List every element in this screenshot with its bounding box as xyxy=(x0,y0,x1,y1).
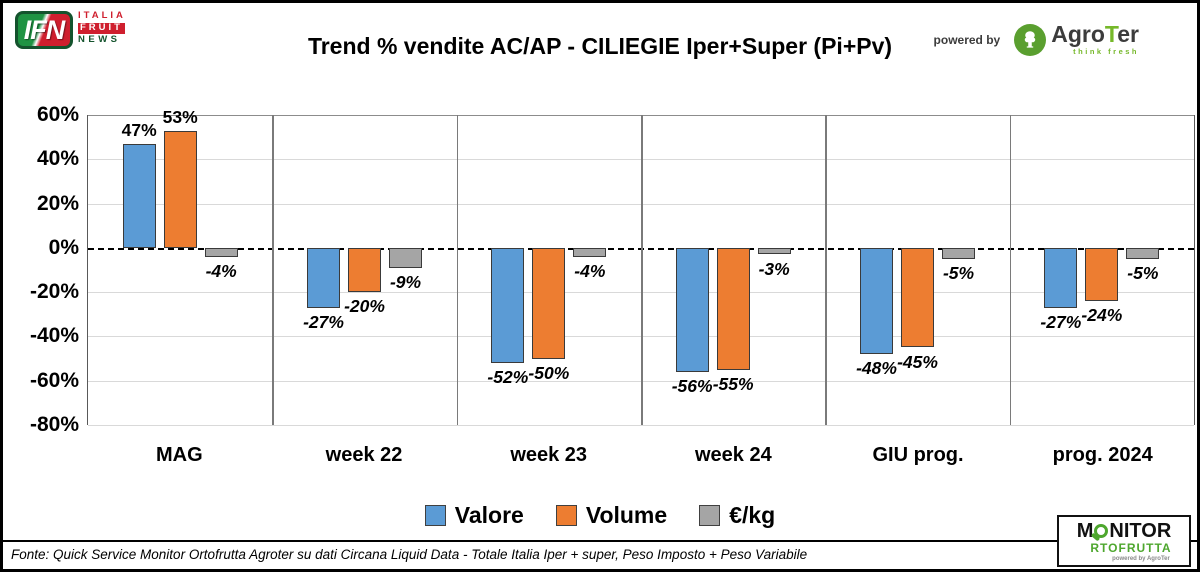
data-label: -20% xyxy=(344,296,385,317)
data-label: -56% xyxy=(671,375,713,396)
legend-item-eur-kg: €/kg xyxy=(699,502,775,529)
ifn-news-label: NEWS xyxy=(78,33,121,45)
x-axis-label: GIU prog. xyxy=(872,444,964,466)
data-label: -48% xyxy=(856,358,897,379)
monitor-ortofrutta-logo: M NITOR RTOFRUTTA powered by AgroTer xyxy=(1057,515,1191,567)
powered-by-block: powered by AgroTer think fresh xyxy=(933,23,1139,57)
data-label: -45% xyxy=(897,351,938,372)
x-axis-label: week 23 xyxy=(510,444,588,466)
ifn-fruit-label: FRUIT xyxy=(78,21,125,34)
agroter-tagline: think fresh xyxy=(1073,47,1139,56)
ortofrutta-wordmark: RTOFRUTTA xyxy=(1090,540,1172,555)
y-tick-label: -60% xyxy=(29,368,79,392)
agroter-wordmark: AgroTer think fresh xyxy=(1051,21,1139,57)
bar--kg-week-23 xyxy=(573,247,607,257)
data-label: -9% xyxy=(389,271,422,292)
bar--kg-week-22 xyxy=(389,247,422,268)
category-separator xyxy=(1009,115,1012,425)
bar-volume-week-24 xyxy=(716,247,750,370)
y-tick-label: 20% xyxy=(36,191,79,215)
monitor-powered-label: powered by AgroTer xyxy=(1112,555,1170,562)
y-tick-label: -80% xyxy=(29,413,79,436)
ifn-wordmark: ITALIA FRUIT NEWS xyxy=(78,10,126,46)
legend-label-volume: Volume xyxy=(585,502,668,528)
x-axis-label: prog. 2024 xyxy=(1052,444,1153,466)
footer-divider xyxy=(3,540,1197,542)
bar-valore-week-24 xyxy=(675,247,709,372)
data-label: -55% xyxy=(712,373,754,394)
data-label: -50% xyxy=(528,362,570,383)
x-axis-label: MAG xyxy=(156,444,203,466)
y-tick-label: 40% xyxy=(36,147,79,171)
chart-title: Trend % vendite AC/AP - CILIEGIE Iper+Su… xyxy=(307,33,893,59)
agroter-tree-icon xyxy=(1014,23,1047,56)
bar--kg-prog-2024 xyxy=(1126,247,1160,259)
bar-volume-mag xyxy=(163,130,197,248)
category-separator xyxy=(272,115,274,425)
data-label: -27% xyxy=(303,311,344,332)
bar--kg-giu-prog- xyxy=(942,247,975,259)
category-separator xyxy=(641,115,643,425)
magnifier-icon xyxy=(1094,523,1109,538)
ifn-abbr: IFN xyxy=(23,14,65,45)
legend: Valore Volume €/kg xyxy=(3,502,1197,529)
data-label: -52% xyxy=(487,367,529,387)
data-label: -3% xyxy=(758,258,790,279)
ifn-badge-icon: IFN xyxy=(15,11,73,49)
bar--kg-week-24 xyxy=(757,247,791,255)
y-tick-label: 60% xyxy=(36,103,79,126)
data-label: -4% xyxy=(205,260,237,281)
powered-by-label: powered by xyxy=(933,32,1001,47)
data-label: -4% xyxy=(574,260,606,281)
ifn-italia-label: ITALIA xyxy=(78,10,126,21)
legend-swatch-valore xyxy=(424,505,446,526)
data-label: -27% xyxy=(1040,311,1082,332)
agroter-name: AgroTer xyxy=(1051,21,1139,47)
legend-item-volume: Volume xyxy=(555,502,668,529)
x-axis-label: week 22 xyxy=(325,444,403,466)
x-axis-label: week 24 xyxy=(694,444,772,466)
legend-label-eur-kg: €/kg xyxy=(729,502,776,528)
bar-valore-mag xyxy=(122,143,156,248)
x-axis: MAG week 22 week 23 week 24 GIU prog. prog. 2… xyxy=(87,444,1195,467)
legend-swatch-volume xyxy=(555,505,577,526)
data-label: -5% xyxy=(1127,262,1159,283)
bar--kg-mag xyxy=(204,247,238,257)
ifn-logo: IFN ITALIA FRUIT NEWS xyxy=(15,10,126,49)
bar-volume-prog-2024 xyxy=(1085,247,1119,301)
source-note: Fonte: Quick Service Monitor Ortofrutta … xyxy=(11,547,808,562)
agroter-logo: AgroTer think fresh xyxy=(1014,23,1139,56)
plot-area: 47% 53% -4% -27% -20% -9% -52% -50% -4% -56% -55% -… xyxy=(87,107,1195,426)
data-label: 47% xyxy=(121,119,157,140)
category-separator xyxy=(825,115,827,425)
legend-swatch-eur-kg xyxy=(699,505,721,526)
bar-volume-giu-prog- xyxy=(901,247,934,348)
legend-label-valore: Valore xyxy=(454,502,524,528)
bar-valore-week-23 xyxy=(491,247,525,363)
monitor-wordmark: M NITOR xyxy=(1076,519,1172,542)
y-tick-label: 0% xyxy=(48,235,79,259)
bar-valore-giu-prog- xyxy=(860,247,893,355)
legend-item-valore: Valore xyxy=(424,502,524,529)
data-label: -24% xyxy=(1081,305,1123,325)
data-label: 53% xyxy=(162,106,198,127)
bar-volume-week-23 xyxy=(532,247,566,359)
y-tick-label: -40% xyxy=(29,324,79,348)
bar-valore-prog-2024 xyxy=(1044,247,1078,308)
gridline xyxy=(88,425,1194,426)
y-tick-label: -20% xyxy=(29,280,79,304)
bar-valore-week-22 xyxy=(307,247,340,308)
y-axis: 60% 40% 20% 0% -20% -40% -60% -80% xyxy=(3,103,79,436)
bar-volume-week-22 xyxy=(348,247,381,293)
category-separator xyxy=(456,115,459,425)
data-label: -5% xyxy=(942,262,975,283)
